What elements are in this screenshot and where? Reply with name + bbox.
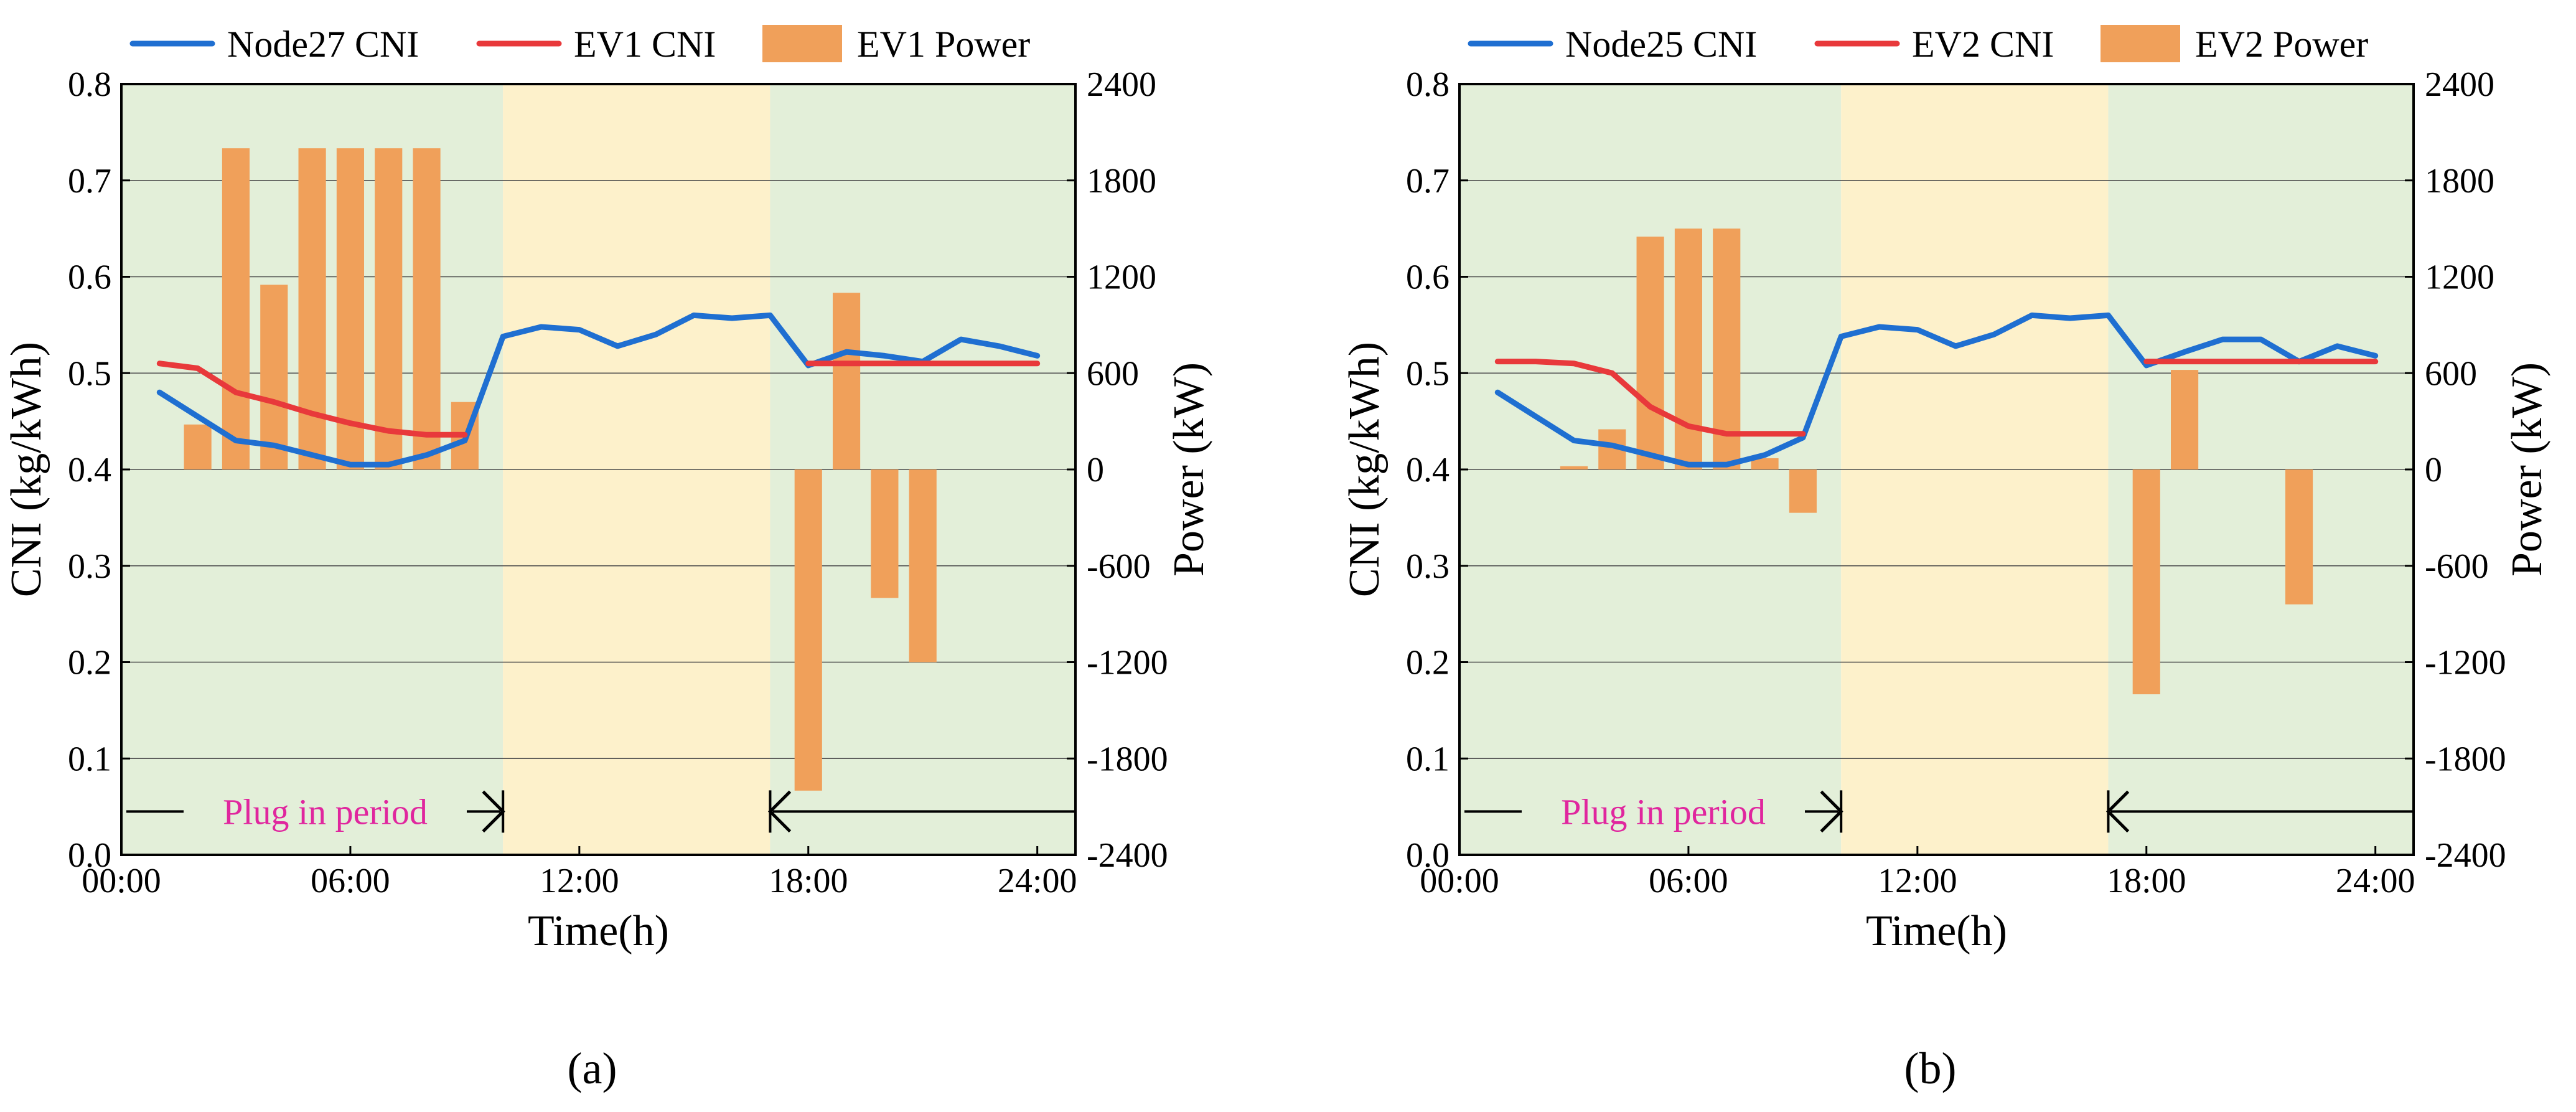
y-right-tick-label: -1200	[1087, 644, 1168, 682]
y-right-tick-label: 1200	[2425, 258, 2494, 297]
x-axis-title: Time(h)	[1866, 907, 2007, 955]
chart-panel-a: 00:00 06:00 12:00 18:00 24:00 0.0 0.1 0.2 0.3 0.4…	[2, 24, 1213, 1093]
y-right-tick-label: -600	[1087, 547, 1151, 586]
y-right-axis-title: Power (kW)	[2503, 362, 2551, 577]
y-left-tick-label: 0.4	[68, 451, 111, 489]
y-left-axis-title: CNI (kg/kWh)	[2, 342, 50, 597]
power-bar	[794, 469, 822, 791]
chart-panel-b: 00:00 06:00 12:00 18:00 24:00 0.0 0.1 0.2 0.3 0.4…	[1341, 24, 2551, 1093]
y-right-tick-label: -1200	[2425, 644, 2506, 682]
y-right-tick-label: -2400	[1087, 836, 1168, 875]
x-tick-label: 12:00	[540, 862, 619, 900]
x-tick-label: 06:00	[311, 862, 390, 900]
x-axis-title: Time(h)	[528, 907, 669, 955]
x-tick-label: 00:00	[1420, 862, 1499, 900]
legend-swatch-bar	[2101, 25, 2180, 62]
y-left-axis-title: CNI (kg/kWh)	[1341, 342, 1389, 597]
y-right-axis-title: Power (kW)	[1165, 362, 1213, 577]
legend-label: EV1 CNI	[574, 24, 716, 65]
power-bar	[336, 148, 364, 469]
panel-label: (a)	[568, 1044, 617, 1093]
y-left-tick-label: 0.3	[68, 547, 111, 586]
y-left-tick-label: 0.2	[68, 644, 111, 682]
ev-cni-line	[1494, 359, 1806, 437]
legend-label: Node27 CNI	[227, 24, 419, 65]
y-left-tick-label: 0.5	[68, 354, 111, 393]
power-bar	[2285, 469, 2313, 605]
x-tick-label: 12:00	[1878, 862, 1957, 900]
x-tick-label: 24:00	[998, 862, 1077, 900]
x-tick-label: 18:00	[769, 862, 848, 900]
power-bar	[2132, 469, 2160, 695]
y-right-tick-label: 1200	[1087, 258, 1156, 297]
power-bar	[1674, 229, 1702, 469]
y-left-tick-label: 0.8	[1406, 65, 1450, 104]
y-left-tick-label: 0.6	[68, 258, 111, 297]
y-left-tick-label: 0.7	[1406, 162, 1450, 200]
y-left-tick-label: 0.4	[1406, 451, 1450, 489]
power-bar	[2171, 370, 2199, 469]
node-cni-line	[1494, 312, 2379, 468]
panel-label: (b)	[1904, 1044, 1957, 1093]
legend-label: Node25 CNI	[1565, 24, 1757, 65]
y-right-tick-label: -600	[2425, 547, 2489, 586]
legend-swatch-bar	[762, 25, 842, 62]
y-left-tick-label: 0.2	[1406, 644, 1450, 682]
y-right-tick-label: 600	[2425, 354, 2477, 393]
y-left-tick-label: 0.3	[1406, 547, 1450, 586]
y-right-tick-label: -1800	[1087, 740, 1168, 778]
y-left-tick-label: 0.8	[68, 65, 111, 104]
y-left-tick-label: 0.5	[1406, 354, 1450, 393]
annotation-label: Plug in period	[223, 791, 428, 832]
x-tick-label: 06:00	[1649, 862, 1728, 900]
power-bar	[413, 148, 441, 469]
y-right-tick-label: 0	[1087, 451, 1104, 489]
y-right-tick-label: 2400	[1087, 65, 1156, 104]
power-bar	[298, 148, 326, 469]
legend-label: EV2 Power	[2195, 24, 2368, 65]
y-left-tick-label: 0.0	[68, 836, 111, 875]
power-bar	[260, 285, 288, 469]
y-right-tick-label: 1800	[2425, 162, 2494, 200]
y-right-tick-label: -1800	[2425, 740, 2506, 778]
power-bar	[1789, 469, 1817, 513]
power-bar	[1636, 237, 1664, 469]
power-bar	[375, 148, 403, 469]
y-right-tick-label: 0	[2425, 451, 2442, 489]
y-right-tick-label: 600	[1087, 354, 1139, 393]
y-right-tick-label: -2400	[2425, 836, 2506, 875]
node-cni-line	[156, 312, 1041, 468]
power-bar	[1751, 458, 1779, 469]
ev-cni-line	[156, 360, 468, 438]
y-left-tick-label: 0.1	[68, 740, 111, 778]
legend-label: EV2 CNI	[1912, 24, 2054, 65]
y-left-tick-label: 0.1	[1406, 740, 1450, 778]
y-left-tick-label: 0.6	[1406, 258, 1450, 297]
x-tick-label: 18:00	[2107, 862, 2186, 900]
legend-label: EV1 Power	[857, 24, 1030, 65]
power-bar	[909, 469, 937, 662]
x-tick-label: 00:00	[82, 862, 161, 900]
y-left-tick-label: 0.7	[68, 162, 111, 200]
x-tick-label: 24:00	[2336, 862, 2415, 900]
power-bar	[833, 293, 861, 469]
power-bar	[222, 148, 250, 469]
y-right-tick-label: 1800	[1087, 162, 1156, 200]
power-bar	[184, 424, 212, 469]
y-left-tick-label: 0.0	[1406, 836, 1450, 875]
y-right-tick-label: 2400	[2425, 65, 2494, 104]
power-bar	[871, 469, 899, 598]
power-bar	[1560, 466, 1588, 469]
annotation-label: Plug in period	[1561, 791, 1766, 832]
